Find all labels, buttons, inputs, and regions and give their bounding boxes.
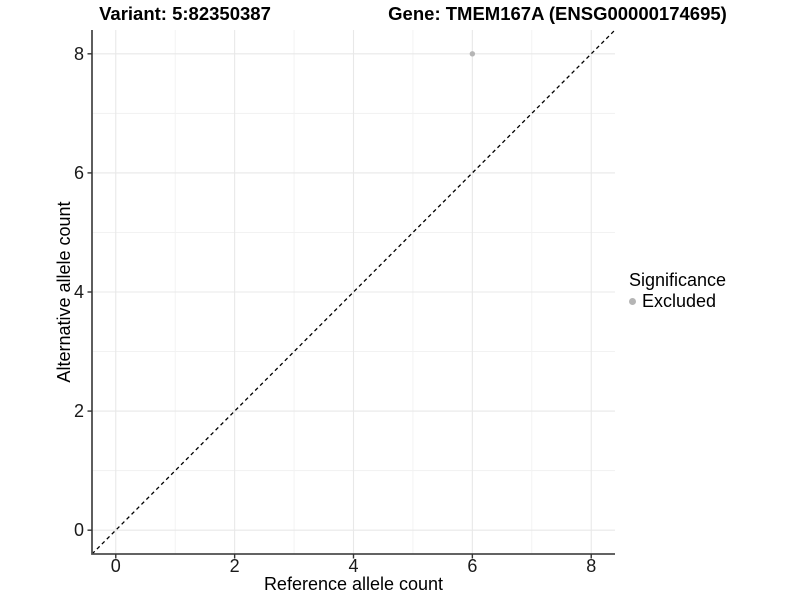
legend: Significance Excluded (629, 270, 726, 312)
y-axis-label: Alternative allele count (54, 201, 74, 383)
plot-title-variant: Variant: 5:82350387 (99, 3, 271, 24)
x-tick-label: 6 (467, 556, 477, 576)
y-tick-label: 6 (74, 163, 84, 183)
y-tick-label: 0 (74, 520, 84, 540)
legend-key-circle-icon (629, 298, 636, 305)
y-tick-label: 2 (74, 401, 84, 421)
x-tick-label: 2 (230, 556, 240, 576)
x-axis-label: Reference allele count (263, 574, 444, 594)
x-tick-label: 8 (586, 556, 596, 576)
x-tick-label: 0 (111, 556, 121, 576)
y-tick-label: 8 (74, 44, 84, 64)
y-tick-label: 4 (74, 282, 84, 302)
identity-line (91, 29, 616, 555)
axis-lines (91, 30, 615, 555)
legend-title: Significance (629, 270, 727, 290)
plot-title-gene: Gene: TMEM167A (ENSG00000174695) (388, 3, 727, 24)
x-tick-label: 4 (348, 556, 358, 576)
data-point (469, 51, 476, 57)
legend-item-excluded: Excluded (629, 291, 726, 312)
legend-item-label: Excluded (642, 291, 717, 311)
